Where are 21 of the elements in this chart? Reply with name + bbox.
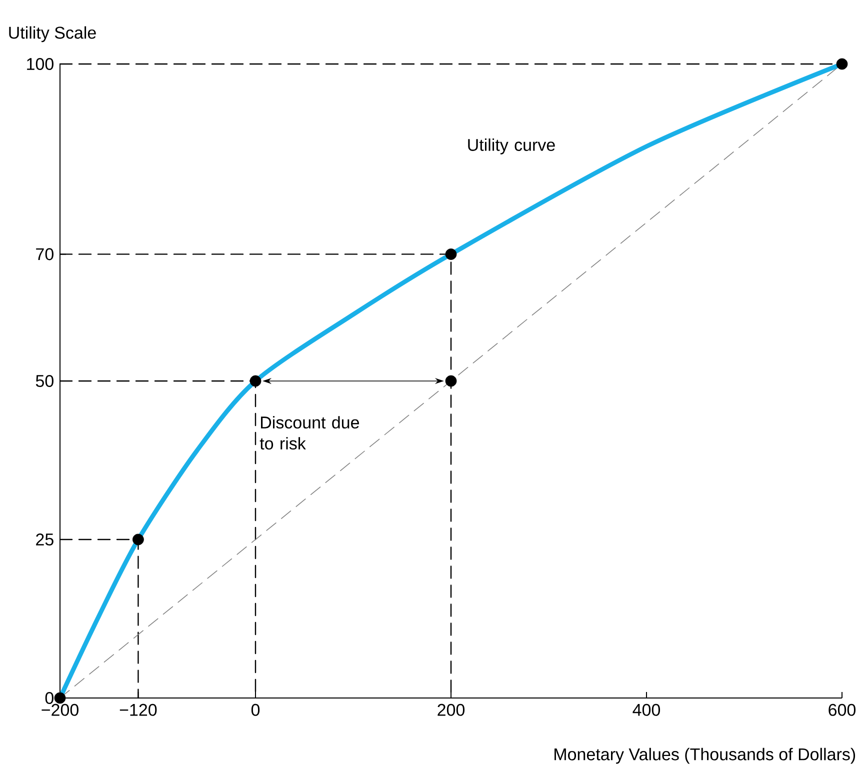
point — [54, 692, 66, 704]
annotation: Discount due to risk — [260, 416, 360, 450]
x-tick-label: 400 — [632, 704, 660, 716]
y-tick-label: 25 — [36, 533, 54, 546]
annotation: Utility curve — [468, 138, 555, 154]
y-tick-label: 0 — [45, 692, 54, 704]
x-tick-label: −120 — [120, 704, 157, 716]
point — [445, 248, 457, 260]
y-axis-title: Utility Scale — [9, 26, 96, 42]
y-tick-label: 100 — [27, 58, 54, 70]
point — [445, 375, 457, 387]
x-tick-label: 600 — [828, 704, 856, 716]
x-tick-label: 0 — [251, 704, 260, 716]
x-tick-label: −200 — [42, 704, 78, 716]
y-tick-label: 50 — [36, 374, 54, 388]
point — [836, 58, 848, 70]
point — [250, 375, 262, 387]
x-tick-label: 200 — [438, 704, 465, 716]
y-tick-label: 70 — [36, 248, 54, 260]
x-axis-title: Monetary Values (Thousands of Dollars) — [554, 748, 856, 764]
point — [132, 534, 144, 546]
